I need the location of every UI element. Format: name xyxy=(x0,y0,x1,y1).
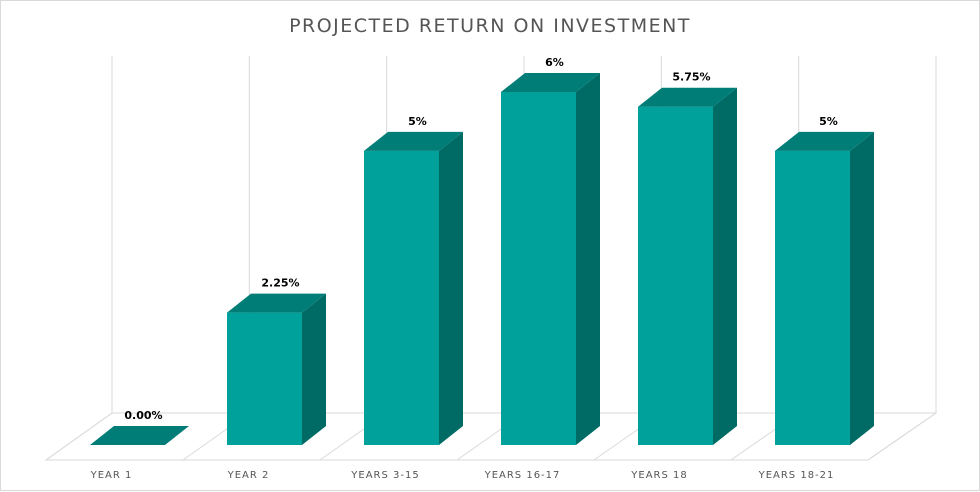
data-label: 2.25% xyxy=(261,277,299,290)
x-tick-label: YEARS 3-15 xyxy=(350,470,419,481)
bar-years-18-top xyxy=(638,87,737,107)
bar-years-18-21-front xyxy=(775,150,850,446)
data-label: 5% xyxy=(819,115,838,128)
data-label: 5.75% xyxy=(672,71,710,84)
x-tick-label: YEARS 16-17 xyxy=(484,470,561,481)
bar-years-18-21-top xyxy=(775,131,874,151)
bar-year-2-side xyxy=(302,293,326,445)
bar-years-3-15-top xyxy=(364,131,463,151)
bar-years-18-front xyxy=(638,106,713,445)
floor-gridline xyxy=(45,412,113,461)
floor-gridline xyxy=(867,412,937,461)
x-tick-label: YEAR 1 xyxy=(90,470,133,481)
bar-year-2-top xyxy=(227,293,326,313)
bar-years-18-21-side xyxy=(850,131,874,446)
bar-years-16-17-front xyxy=(501,92,576,445)
bar-years-16-17-side xyxy=(576,73,600,445)
bar-year-1-top xyxy=(90,426,189,445)
bar-years-3-15-front xyxy=(364,150,439,446)
data-label: 5% xyxy=(408,115,427,128)
x-tick-label: YEARS 18-21 xyxy=(758,470,835,481)
bar-years-3-15-side xyxy=(439,131,463,446)
chart-title: PROJECTED RETURN ON INVESTMENT xyxy=(289,15,691,37)
bar-years-16-17-top xyxy=(501,73,600,92)
x-tick-label: YEAR 2 xyxy=(227,470,270,481)
bar-year-2-front xyxy=(227,312,302,445)
data-label: 6% xyxy=(545,56,564,69)
bar-years-18-side xyxy=(713,87,737,445)
x-tick-label: YEARS 18 xyxy=(630,470,687,481)
data-label: 0.00% xyxy=(124,409,162,422)
